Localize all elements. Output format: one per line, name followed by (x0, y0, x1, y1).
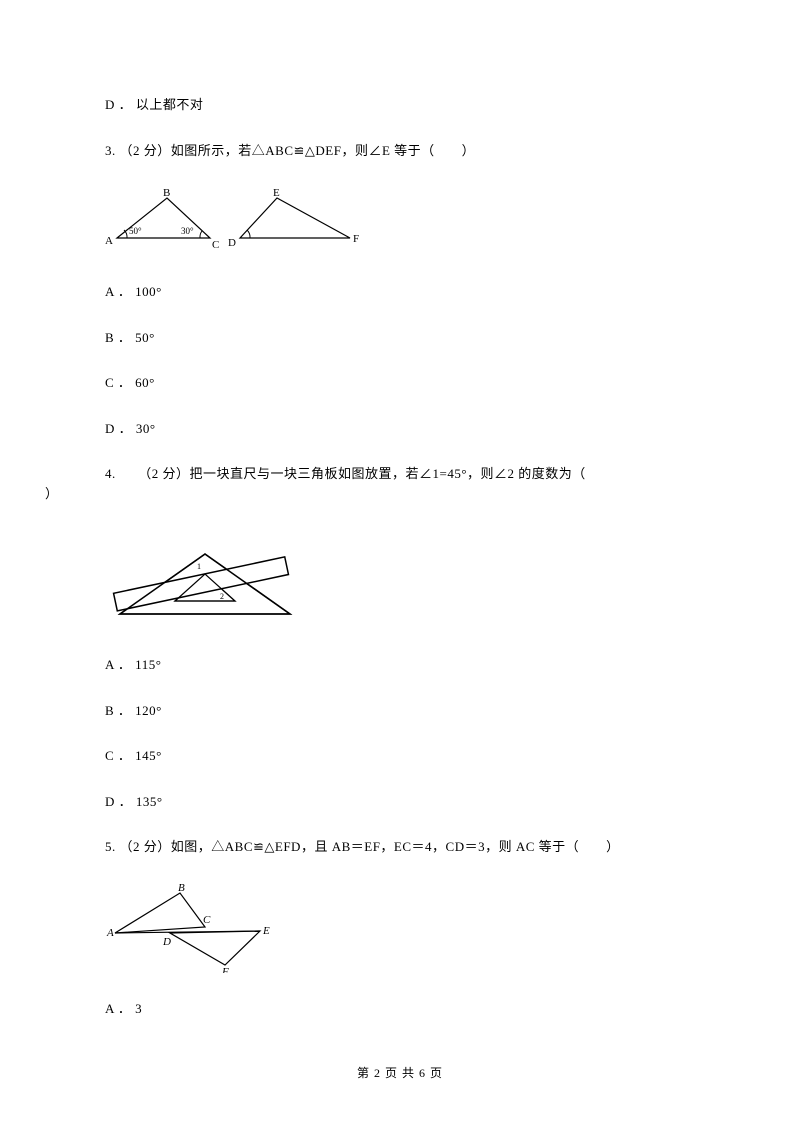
option-label: C ． (105, 748, 131, 763)
label-A: A (106, 927, 114, 939)
q3-option-a: A ． 100° (105, 282, 695, 302)
option-label: D ． (105, 97, 132, 112)
q-number: 3. (105, 143, 116, 158)
option-text: 以上都不对 (136, 97, 204, 112)
option-text: 30° (136, 421, 156, 436)
q4-figure: 1 2 (105, 539, 695, 629)
label-E: E (262, 925, 270, 937)
q3-option-b: B ． 50° (105, 328, 695, 348)
option-label: D ． (105, 421, 132, 436)
angle-30: 30° (181, 226, 194, 236)
label-D: D (228, 237, 236, 249)
option-text: 100° (135, 284, 162, 299)
label-F: F (353, 233, 359, 245)
q5-prompt: 5. （2 分）如图，△ABC≌△EFD，且 AB＝EF，EC＝4，CD＝3，则… (105, 837, 695, 857)
q4-option-a: A ． 115° (105, 655, 695, 675)
option-label: A ． (105, 1001, 131, 1016)
q-close: ） (45, 486, 59, 501)
prev-option-d: D ． 以上都不对 (105, 95, 695, 115)
label-B: B (163, 187, 170, 199)
option-text: 60° (135, 375, 155, 390)
angle-50: 50° (129, 226, 142, 236)
option-label: D ． (105, 794, 132, 809)
option-text: 135° (136, 794, 163, 809)
q5-option-a: A ． 3 (105, 999, 695, 1019)
angle-2: 2 (220, 592, 224, 601)
option-text: 3 (135, 1001, 142, 1016)
label-C: C (212, 239, 219, 251)
q-points: （2 分） (120, 143, 171, 158)
q4-option-c: C ． 145° (105, 746, 695, 766)
q4-prompt-close: ） (45, 484, 695, 504)
option-label: A ． (105, 657, 131, 672)
q-text: 如图所示，若△ABC≌△DEF，则∠E 等于（ ） (171, 143, 475, 158)
label-C: C (203, 914, 211, 926)
q4-option-b: B ． 120° (105, 701, 695, 721)
label-D: D (162, 936, 171, 948)
label-F: F (221, 966, 229, 973)
q4-option-d: D ． 135° (105, 792, 695, 812)
label-E: E (273, 187, 280, 199)
page-footer: 第 2 页 共 6 页 (0, 1064, 800, 1082)
option-text: 50° (135, 330, 155, 345)
q3-option-d: D ． 30° (105, 419, 695, 439)
angle-1: 1 (197, 562, 201, 571)
q-text: 把一块直尺与一块三角板如图放置，若∠1=45°，则∠2 的度数为（ (190, 466, 600, 481)
option-label: B ． (105, 330, 131, 345)
option-text: 115° (135, 657, 161, 672)
q-number: 4. (105, 466, 116, 481)
q3-figure: A B C 50° 30° D E F (105, 186, 695, 256)
q-points: （2 分） (120, 839, 171, 854)
label-B: B (178, 883, 185, 894)
q3-prompt: 3. （2 分）如图所示，若△ABC≌△DEF，则∠E 等于（ ） (105, 141, 695, 161)
option-label: C ． (105, 375, 131, 390)
q-points: （2 分） (138, 466, 189, 481)
option-label: A ． (105, 284, 131, 299)
q3-option-c: C ． 60° (105, 373, 695, 393)
q-number: 5. (105, 839, 116, 854)
footer-text: 第 2 页 共 6 页 (357, 1066, 443, 1080)
q-text: 如图，△ABC≌△EFD，且 AB＝EF，EC＝4，CD＝3，则 AC 等于（ … (171, 839, 620, 854)
option-text: 120° (135, 703, 162, 718)
label-A: A (105, 235, 113, 247)
q5-figure: A B C D E F (105, 883, 695, 973)
q4-prompt: 4. （2 分）把一块直尺与一块三角板如图放置，若∠1=45°，则∠2 的度数为… (105, 464, 695, 484)
option-label: B ． (105, 703, 131, 718)
option-text: 145° (135, 748, 162, 763)
